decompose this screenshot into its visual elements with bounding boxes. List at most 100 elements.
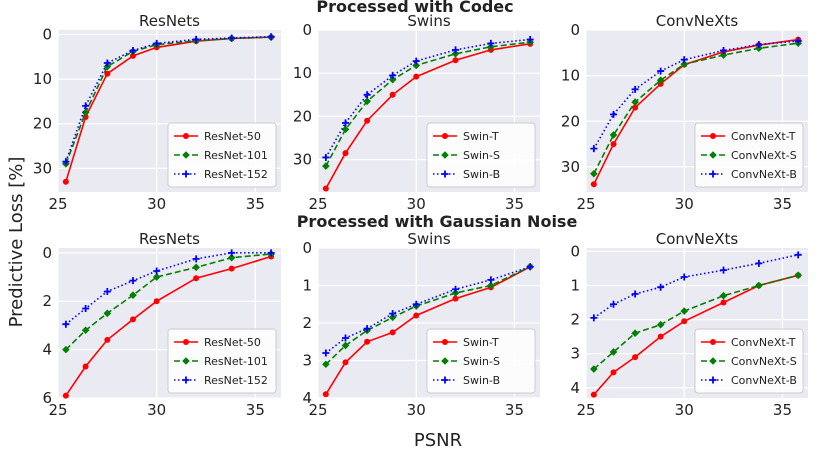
data-point (228, 249, 236, 257)
y-tick-label: 3 (570, 345, 580, 363)
series-line (325, 266, 531, 365)
y-tick-label: 2 (570, 311, 580, 329)
chart-panel: 25 30 35 0 1 2 3 4 ConvNeXts ConvNeXt-T ConvNeXt-S… (570, 230, 808, 419)
data-point (487, 39, 495, 47)
x-tick-label: 35 (505, 195, 524, 213)
legend (167, 122, 277, 188)
data-point (794, 251, 802, 259)
y-tick-label: 10 (293, 64, 312, 82)
series-line (65, 252, 272, 325)
legend-label: ResNet-101 (204, 149, 268, 162)
data-point (129, 277, 137, 285)
legend (167, 328, 277, 394)
legend-marker (442, 133, 448, 139)
x-tick-label: 30 (407, 195, 426, 213)
legend-marker (710, 133, 716, 139)
x-tick-label: 25 (48, 401, 67, 419)
data-point (193, 275, 200, 282)
x-tick-label: 30 (147, 401, 166, 419)
data-point (342, 150, 349, 157)
data-point (412, 300, 420, 308)
data-point (656, 76, 665, 84)
legend-marker (442, 339, 448, 345)
legend-marker (182, 376, 190, 384)
x-tick-label: 35 (773, 401, 792, 419)
legend-label: Swin-S (463, 355, 500, 368)
legend-label: Swin-T (463, 130, 499, 143)
data-point (755, 259, 763, 267)
data-point (322, 349, 330, 357)
data-point (363, 325, 371, 333)
data-point (192, 263, 200, 272)
data-point (755, 44, 763, 53)
data-point (389, 71, 397, 79)
data-point (794, 37, 802, 45)
legend-label: ConvNeXt-S (731, 149, 797, 162)
y-tick-label: 20 (33, 115, 52, 133)
x-tick-label: 25 (308, 195, 327, 213)
data-point (413, 312, 420, 319)
data-point (389, 91, 396, 98)
data-point (103, 59, 111, 67)
data-point (487, 281, 495, 290)
data-point (388, 313, 397, 322)
series-line (325, 266, 531, 354)
data-point (680, 273, 688, 281)
data-point (342, 334, 350, 342)
data-point (719, 51, 728, 59)
data-point (719, 291, 728, 300)
data-point (228, 265, 235, 272)
legend-label: ResNet-101 (204, 355, 268, 368)
y-tick-label: 0 (570, 242, 580, 260)
data-point (452, 285, 460, 293)
data-point (452, 46, 460, 54)
data-point (153, 39, 161, 47)
data-point (342, 119, 350, 127)
x-tick-label: 25 (48, 195, 67, 213)
data-point (364, 117, 371, 124)
data-point (81, 326, 90, 335)
legend-label: ConvNeXt-B (731, 168, 797, 181)
data-point (103, 309, 112, 318)
data-point (590, 365, 598, 373)
legend-marker (441, 357, 449, 365)
y-tick-label: 6 (42, 389, 52, 407)
y-tick-label: 2 (42, 292, 52, 310)
data-point (412, 57, 420, 65)
series-line (593, 274, 799, 370)
x-tick-label: 30 (675, 195, 694, 213)
data-point (609, 131, 618, 139)
y-tick-label: 1 (302, 277, 312, 295)
series-line (325, 43, 531, 189)
data-point (590, 391, 597, 398)
data-point (632, 354, 639, 361)
series-line (65, 255, 272, 397)
legend-marker (709, 357, 717, 365)
data-point (227, 253, 236, 262)
data-point (590, 169, 598, 178)
data-point (487, 276, 495, 284)
data-point (322, 162, 330, 170)
series-line (593, 42, 799, 175)
data-point (389, 329, 396, 336)
data-point (452, 57, 459, 64)
data-point (62, 320, 70, 328)
legend-marker (182, 357, 190, 365)
data-point (631, 329, 639, 338)
data-point (631, 290, 639, 298)
data-point (104, 70, 111, 77)
y-tick-label: 0 (42, 25, 52, 43)
data-point (526, 36, 534, 44)
data-point (322, 391, 329, 398)
data-point (82, 363, 89, 370)
data-point (322, 185, 329, 192)
data-point (755, 41, 763, 49)
series-line (325, 41, 531, 167)
data-point (610, 300, 618, 308)
data-point (192, 35, 200, 43)
legend-marker (182, 170, 190, 178)
data-point (657, 67, 665, 75)
legend-label: ResNet-50 (204, 336, 261, 349)
data-point (609, 348, 618, 356)
legend-label: ConvNeXt-S (731, 355, 797, 368)
